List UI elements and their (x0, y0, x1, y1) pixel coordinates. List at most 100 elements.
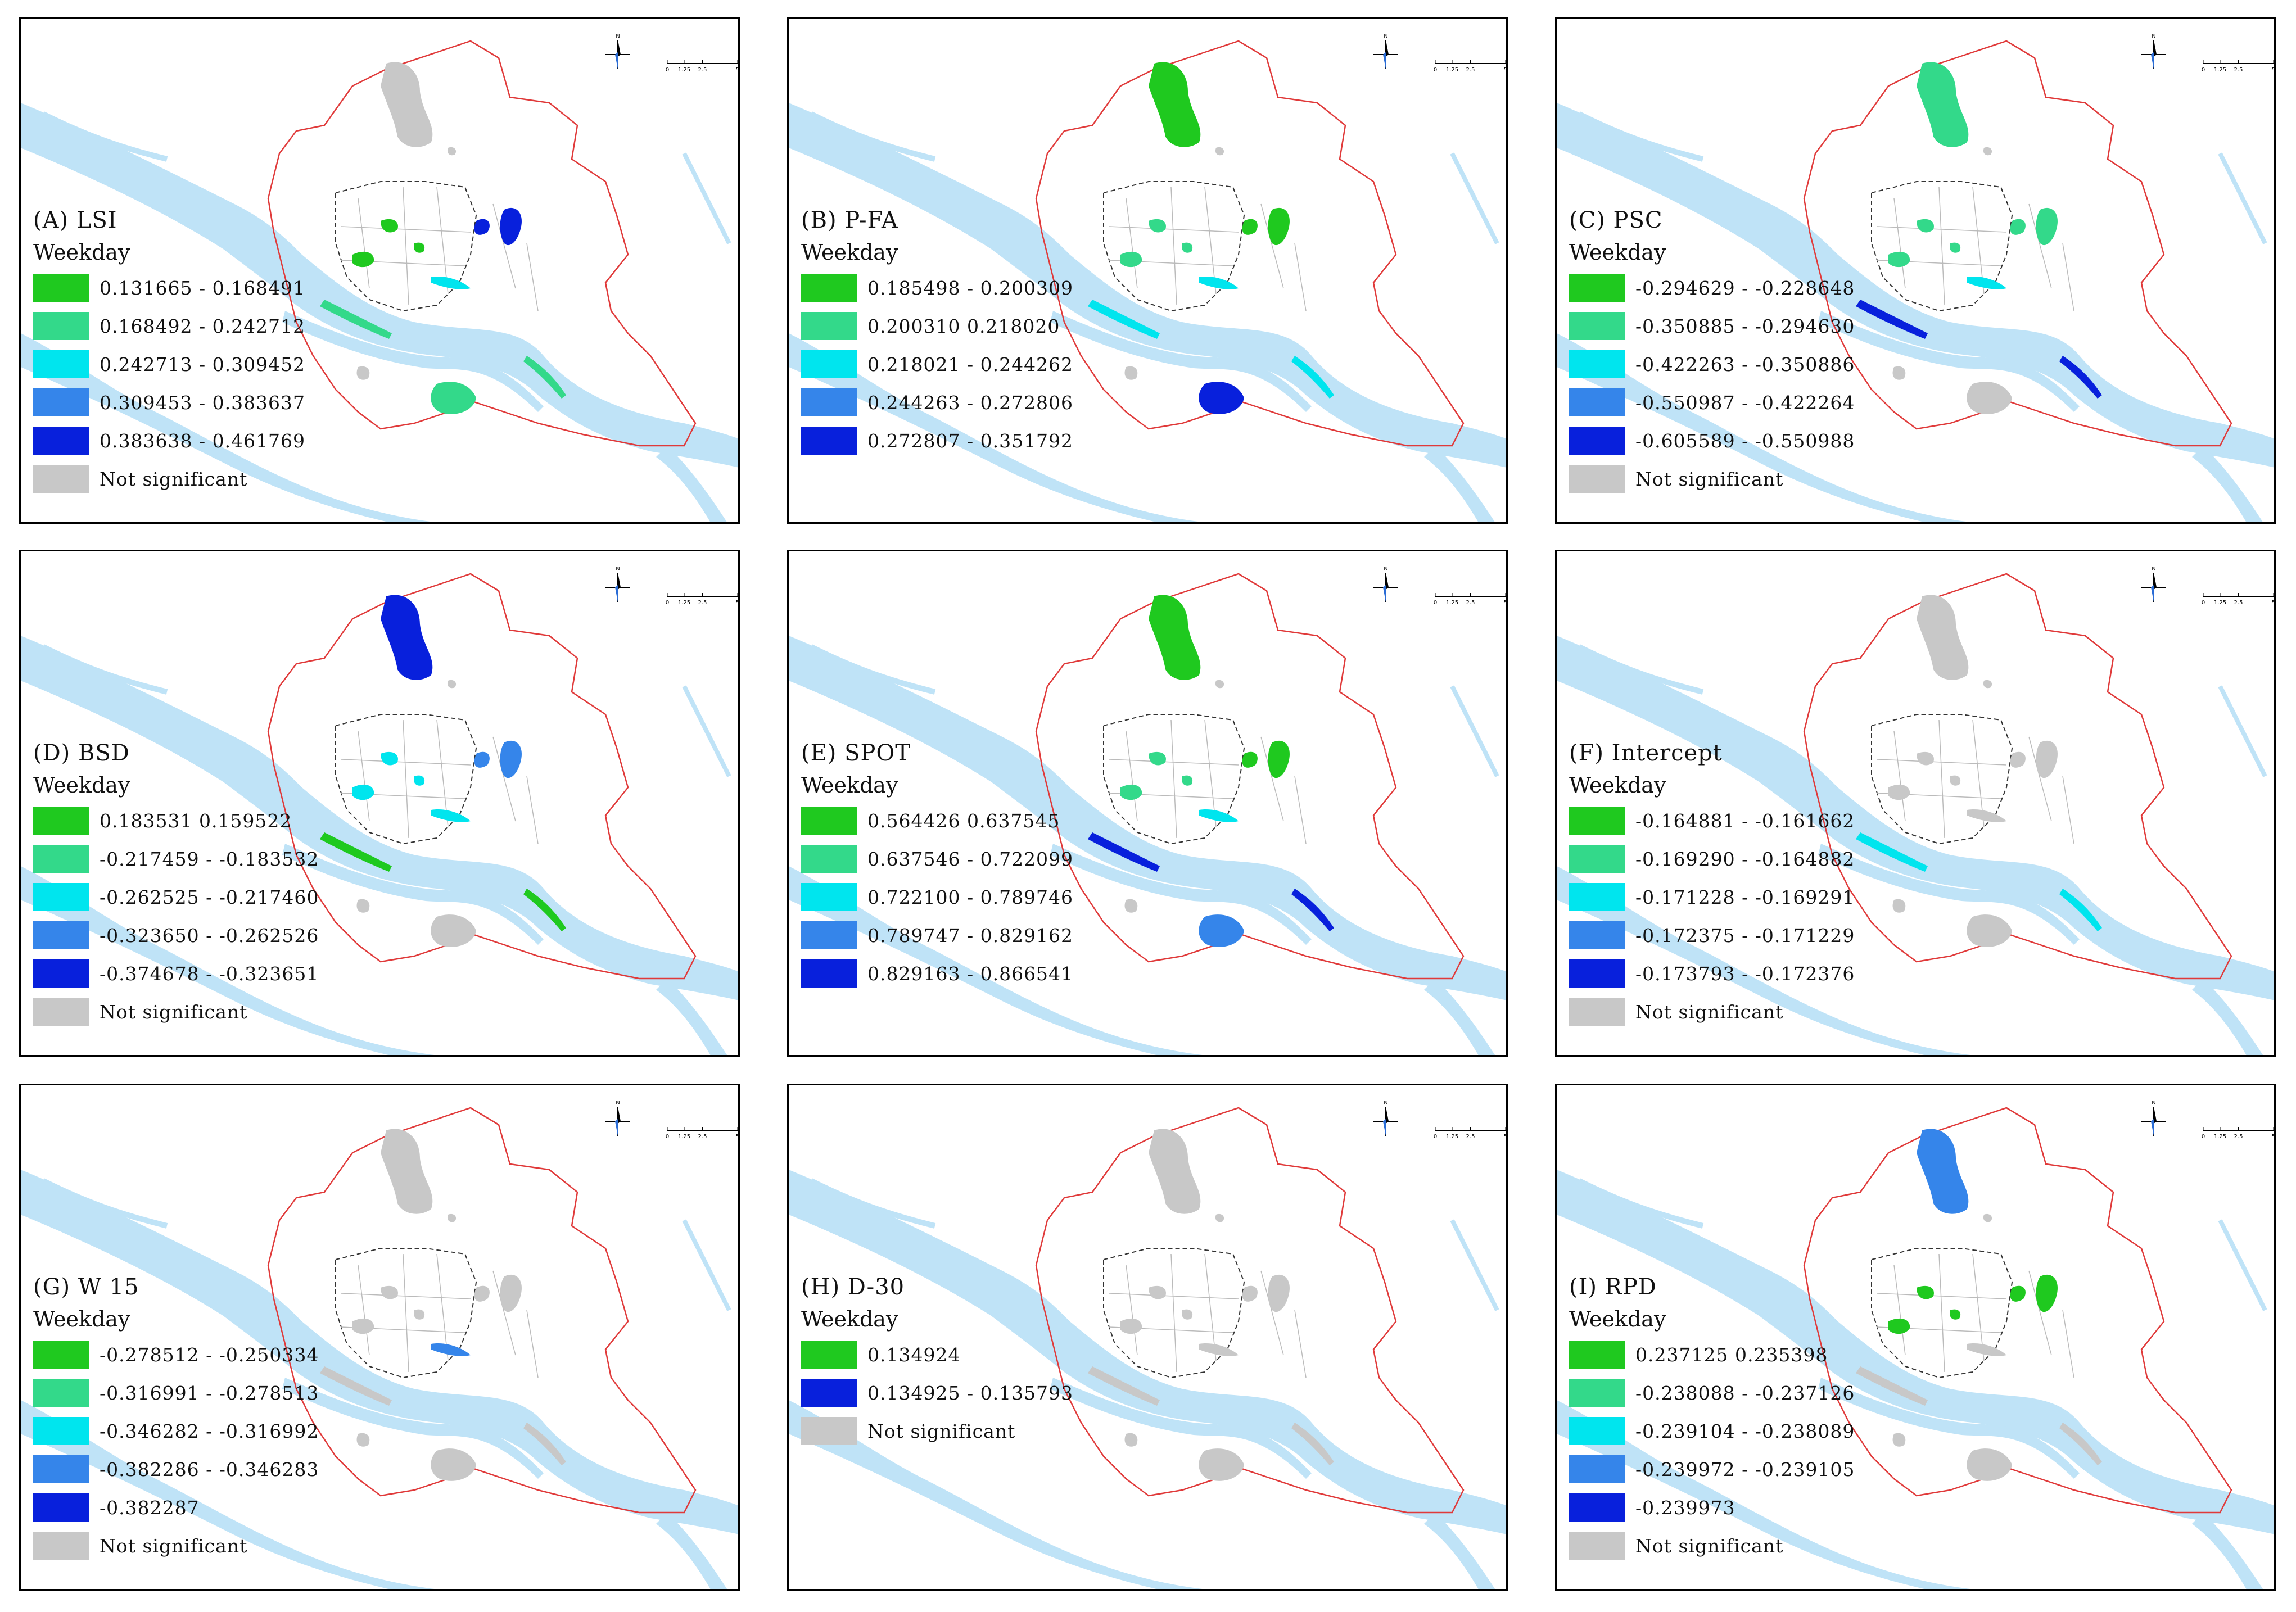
river-strip (1088, 1366, 1160, 1406)
legend-label: -0.239972 - -0.239105 (1635, 1458, 1855, 1480)
legend: (H) D-30 Weekday 0.134924 0.134925 - 0.1357… (801, 1274, 1073, 1455)
south-patch (1199, 914, 1244, 947)
urban-core-boundary (1103, 714, 1245, 845)
legend-swatch (1569, 1493, 1625, 1522)
river-strip (1088, 832, 1160, 872)
study-area-map: N 01.252.557.510km (789, 33, 1506, 522)
west-cluster-2 (381, 219, 398, 233)
legend: (C) PSC Weekday -0.294629 - -0.228648 -0.35… (1569, 207, 1855, 503)
west-cluster-2 (1149, 751, 1166, 766)
legend-swatch (1569, 998, 1625, 1026)
legend-entry: 0.383638 - 0.461769 (33, 427, 305, 455)
legend-label: -0.278512 - -0.250334 (100, 1343, 319, 1366)
river-strip (320, 832, 392, 872)
road-network (341, 1253, 539, 1378)
map-panel-g: N 01.252.557.510km (G) W 15Weekday-0.278… (19, 1084, 740, 1591)
legend-label: -0.550987 - -0.422264 (1635, 391, 1855, 414)
legend-swatch (33, 427, 89, 455)
east-patch-2 (474, 219, 490, 235)
north-arrow-icon: N (2141, 33, 2166, 69)
legend: (B) P-FA Weekday 0.185498 - 0.200309 0.2003… (801, 207, 1073, 465)
north-lake-patch (1917, 595, 1969, 680)
legend-label: 0.244263 - 0.272806 (867, 391, 1074, 414)
study-area-map: N 01.252.557.510km (21, 1100, 738, 1589)
legend-entry: -0.323650 - -0.262526 (33, 921, 319, 949)
river-strip-2 (523, 889, 566, 931)
center-strip (1199, 809, 1239, 822)
south-outlet (656, 1513, 727, 1589)
west-cluster-2 (1917, 219, 1934, 233)
svg-text:N: N (616, 33, 620, 39)
study-area-map: N 01.252.557.510km (1557, 1100, 2274, 1589)
scale-tick-label: 1.25 (2214, 600, 2226, 606)
legend-entry: 0.829163 - 0.866541 (801, 959, 1073, 988)
small-patch-n (1983, 680, 1992, 689)
legend-entry: 0.183531 0.159522 (33, 807, 319, 835)
small-patch-sw (356, 366, 370, 380)
legend-label: 0.237125 0.235398 (1635, 1343, 1828, 1366)
legend-label: 0.218021 - 0.244262 (867, 353, 1074, 375)
legend-label: -0.239973 (1635, 1496, 1735, 1519)
legend-label: 0.183531 0.159522 (100, 809, 292, 832)
legend-entry: 0.134924 (801, 1341, 1073, 1369)
district-boundary (1803, 573, 2232, 980)
north-stream (1578, 1178, 1704, 1229)
river-strip (320, 300, 392, 339)
urban-core-boundary (1871, 181, 2013, 312)
north-lake-patch (1149, 595, 1201, 680)
urban-core-boundary (335, 714, 477, 845)
legend: (E) SPOT Weekday 0.564426 0.637545 0.637546… (801, 740, 1073, 998)
legend-entry: Not significant (1569, 998, 1855, 1026)
small-patch-sw (1124, 899, 1138, 913)
legend-swatch (801, 312, 857, 340)
north-stream (1578, 644, 1704, 695)
legend-entry: -0.169290 - -0.164882 (1569, 845, 1855, 873)
inner-river (282, 844, 544, 945)
study-area-map: N 01.252.557.510km (21, 566, 738, 1055)
legend-entry: 0.237125 0.235398 (1569, 1341, 1855, 1369)
legend-swatch (1569, 1532, 1625, 1560)
river-strip (1856, 300, 1928, 339)
east-patch (1268, 207, 1290, 246)
north-arrow-icon: N (2141, 566, 2166, 602)
study-area-map: N 01.252.557.510km (789, 566, 1507, 1055)
legend-swatch (801, 921, 857, 949)
legend-label: 0.722100 - 0.789746 (867, 886, 1074, 908)
east-patch-2 (474, 1285, 490, 1302)
small-patch-sw (1892, 366, 1906, 380)
legend: (F) Intercept Weekday -0.164881 - -0.16166… (1569, 740, 1855, 1036)
study-area-map: N 01.252.557.510km (1557, 33, 2274, 522)
scale-tick-label: 0 (1434, 600, 1437, 606)
legend-swatch (33, 807, 89, 835)
scale-tick-label: 5 (1504, 600, 1507, 606)
legend-swatch (1569, 1455, 1625, 1483)
south-patch (1967, 914, 2012, 947)
scale-tick-label: 1.25 (2214, 1134, 2226, 1140)
south-patch (1199, 382, 1244, 414)
center-strip (1967, 1343, 2006, 1356)
legend-entry: -0.422263 - -0.350886 (1569, 350, 1855, 378)
legend-label: Not significant (1635, 1000, 1784, 1023)
panel-title: (B) P-FA (801, 207, 898, 233)
scale-tick-label: 0 (2202, 600, 2205, 606)
urban-core-boundary (1103, 1248, 1245, 1379)
legend-label: Not significant (1635, 1534, 1784, 1557)
main-river (789, 1170, 1506, 1534)
east-patch (2036, 1274, 2058, 1312)
legend-entry: -0.173793 - -0.172376 (1569, 959, 1855, 988)
legend-entry: -0.605589 - -0.550988 (1569, 427, 1855, 455)
west-cluster-1 (1888, 251, 1910, 268)
legend-label: -0.323650 - -0.262526 (100, 924, 319, 947)
legend-label: 0.168492 - 0.242712 (100, 315, 306, 337)
west-cluster-3 (414, 242, 425, 253)
west-cluster-3 (1950, 1309, 1961, 1320)
legend-entry: -0.316991 - -0.278513 (33, 1379, 319, 1407)
panel-title: (E) SPOT (801, 740, 911, 766)
scale-tick-label: 2.5 (698, 67, 707, 73)
scale-bar: 01.252.557.510km (2202, 1127, 2274, 1140)
scale-bar: 01.252.557.510km (2202, 60, 2274, 73)
map-panel-d: N 01.252.557.510km (D) BSDWeekday0.18353… (19, 550, 740, 1057)
legend-swatch (801, 807, 857, 835)
legend-swatch (801, 845, 857, 873)
road-network (1109, 1253, 1307, 1378)
